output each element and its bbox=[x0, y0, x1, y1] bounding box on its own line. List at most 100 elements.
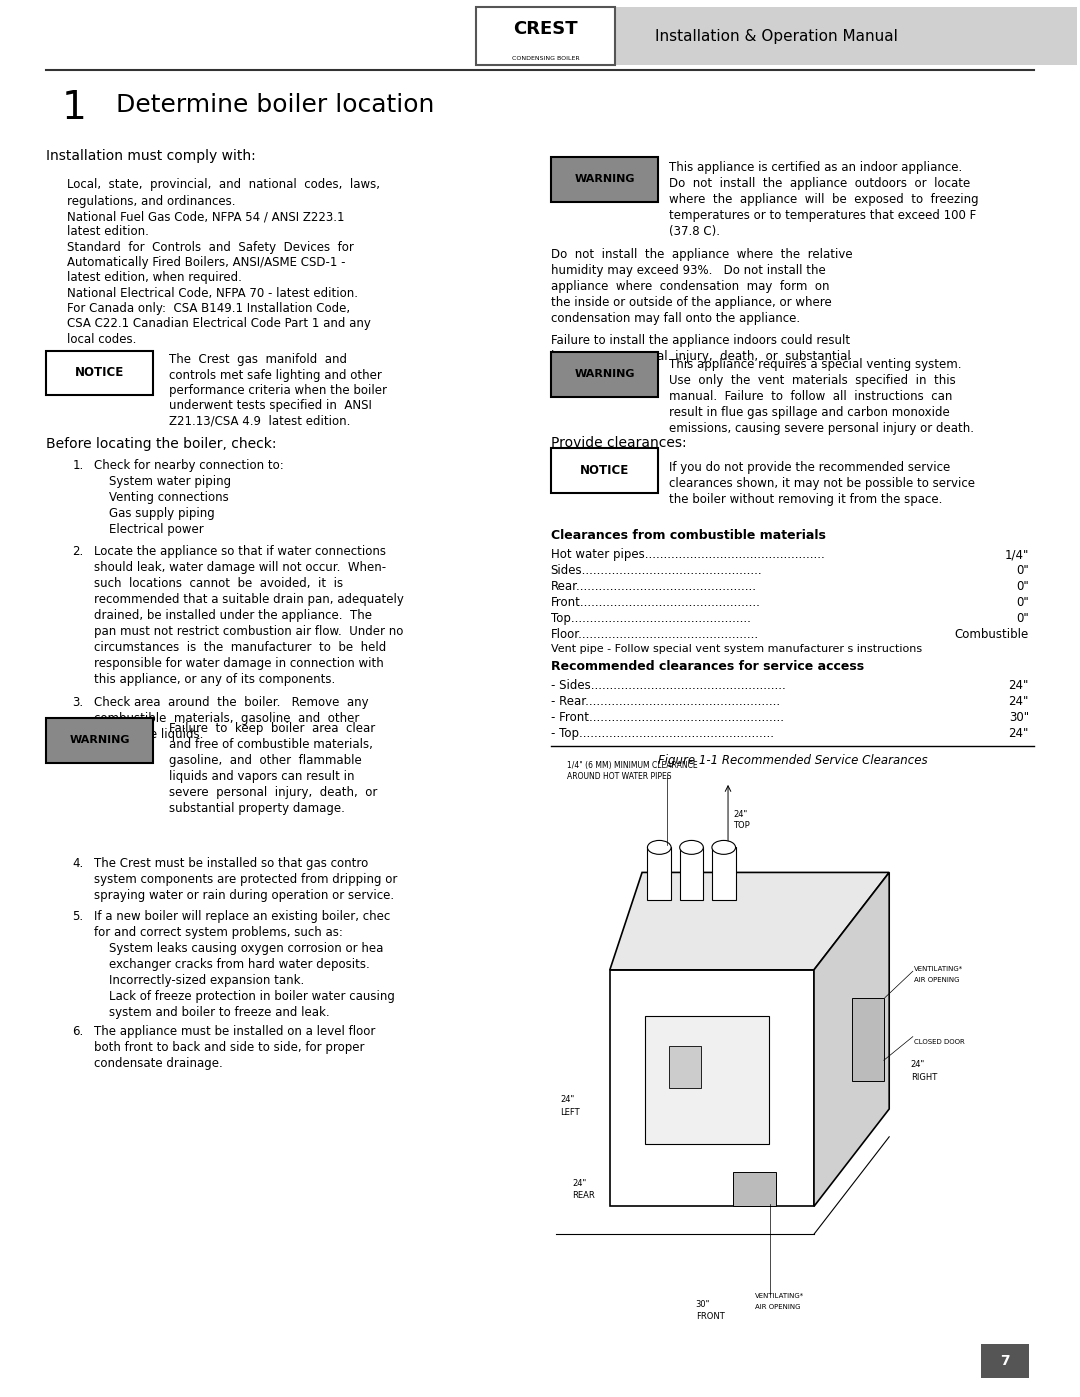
Text: the boiler without removing it from the space.: the boiler without removing it from the … bbox=[669, 493, 943, 506]
Text: temperatures or to temperatures that exceed 100 F: temperatures or to temperatures that exc… bbox=[669, 210, 976, 222]
Bar bbox=[475, 7, 616, 66]
Text: clearances shown, it may not be possible to service: clearances shown, it may not be possible… bbox=[669, 476, 975, 489]
Text: latest edition.: latest edition. bbox=[67, 225, 149, 239]
Bar bbox=[45, 718, 153, 763]
Text: CSA C22.1 Canadian Electrical Code Part 1 and any: CSA C22.1 Canadian Electrical Code Part … bbox=[67, 317, 372, 330]
Text: NOTICE: NOTICE bbox=[580, 464, 629, 476]
Text: Venting connections: Venting connections bbox=[94, 492, 229, 504]
Text: Use  only  the  vent  materials  specified  in  this: Use only the vent materials specified in… bbox=[669, 373, 956, 387]
Ellipse shape bbox=[712, 841, 735, 855]
Text: should leak, water damage will not occur.  When-: should leak, water damage will not occur… bbox=[94, 562, 387, 574]
Polygon shape bbox=[610, 873, 889, 970]
Text: performance criteria when the boiler: performance criteria when the boiler bbox=[170, 384, 388, 397]
Text: If you do not provide the recommended service: If you do not provide the recommended se… bbox=[669, 461, 950, 474]
Text: for and correct system problems, such as:: for and correct system problems, such as… bbox=[94, 926, 343, 939]
Text: 1.: 1. bbox=[72, 460, 84, 472]
Text: recommended that a suitable drain pan, adequately: recommended that a suitable drain pan, a… bbox=[94, 594, 404, 606]
Ellipse shape bbox=[679, 841, 703, 855]
Bar bbox=[45, 351, 153, 395]
Polygon shape bbox=[610, 970, 814, 1207]
Text: The appliance must be installed on a level floor: The appliance must be installed on a lev… bbox=[94, 1025, 376, 1038]
Text: Before locating the boiler, check:: Before locating the boiler, check: bbox=[45, 437, 276, 451]
Text: 24": 24" bbox=[733, 810, 747, 819]
Polygon shape bbox=[814, 873, 889, 1207]
Text: and free of combustible materials,: and free of combustible materials, bbox=[170, 738, 374, 752]
Text: The  Crest  gas  manifold  and: The Crest gas manifold and bbox=[170, 353, 348, 366]
Text: flammable liquids.: flammable liquids. bbox=[94, 728, 203, 740]
Text: result in flue gas spillage and carbon monoxide: result in flue gas spillage and carbon m… bbox=[669, 405, 949, 419]
Text: 4.: 4. bbox=[72, 858, 84, 870]
Text: AROUND HOT WATER PIPES: AROUND HOT WATER PIPES bbox=[567, 773, 672, 781]
Text: National Electrical Code, NFPA 70 - latest edition.: National Electrical Code, NFPA 70 - late… bbox=[67, 286, 359, 299]
Text: For Canada only:  CSA B149.1 Installation Code,: For Canada only: CSA B149.1 Installation… bbox=[67, 302, 350, 314]
Bar bbox=[669, 1046, 701, 1088]
Text: 3.: 3. bbox=[72, 696, 84, 708]
Bar bbox=[981, 1344, 1029, 1377]
Text: REAR: REAR bbox=[572, 1192, 595, 1200]
Text: Electrical power: Electrical power bbox=[94, 524, 204, 536]
Text: Z21.13/CSA 4.9  latest edition.: Z21.13/CSA 4.9 latest edition. bbox=[170, 415, 351, 427]
Text: 24": 24" bbox=[1009, 726, 1029, 740]
Text: Do  not  install  the  appliance  where  the  relative: Do not install the appliance where the r… bbox=[551, 247, 852, 261]
Text: emissions, causing severe personal injury or death.: emissions, causing severe personal injur… bbox=[669, 422, 974, 434]
Bar bbox=[645, 1016, 769, 1144]
Text: 0": 0" bbox=[1016, 580, 1029, 594]
Text: condensation may fall onto the appliance.: condensation may fall onto the appliance… bbox=[551, 312, 800, 324]
Text: 0": 0" bbox=[1016, 612, 1029, 626]
Text: drained, be installed under the appliance.  The: drained, be installed under the applianc… bbox=[94, 609, 373, 623]
Text: If a new boiler will replace an existing boiler, chec: If a new boiler will replace an existing… bbox=[94, 909, 390, 923]
Text: VENTILATING*: VENTILATING* bbox=[755, 1292, 804, 1299]
Text: TOP: TOP bbox=[733, 821, 751, 830]
Text: Combustible: Combustible bbox=[955, 629, 1029, 641]
Text: Installation must comply with:: Installation must comply with: bbox=[45, 149, 256, 163]
Text: Figure 1-1 Recommended Service Clearances: Figure 1-1 Recommended Service Clearance… bbox=[658, 754, 928, 767]
Text: system components are protected from dripping or: system components are protected from dri… bbox=[94, 873, 397, 886]
Text: spraying water or rain during operation or service.: spraying water or rain during operation … bbox=[94, 888, 394, 902]
Text: WARNING: WARNING bbox=[575, 369, 635, 380]
Text: Check for nearby connection to:: Check for nearby connection to: bbox=[94, 460, 284, 472]
Text: 1/4": 1/4" bbox=[1004, 548, 1029, 562]
Text: condensate drainage.: condensate drainage. bbox=[94, 1058, 222, 1070]
Text: system and boiler to freeze and leak.: system and boiler to freeze and leak. bbox=[94, 1006, 329, 1018]
Text: severe  personal  injury,  death,  or: severe personal injury, death, or bbox=[170, 787, 378, 799]
Text: Lack of freeze protection in boiler water causing: Lack of freeze protection in boiler wate… bbox=[94, 990, 395, 1003]
Text: Failure to install the appliance indoors could result: Failure to install the appliance indoors… bbox=[551, 334, 850, 346]
Text: where  the  appliance  will  be  exposed  to  freezing: where the appliance will be exposed to f… bbox=[669, 193, 978, 207]
Text: Automatically Fired Boilers, ANSI/ASME CSD-1 -: Automatically Fired Boilers, ANSI/ASME C… bbox=[67, 256, 346, 270]
Text: such  locations  cannot  be  avoided,  it  is: such locations cannot be avoided, it is bbox=[94, 577, 343, 591]
Text: regulations, and ordinances.: regulations, and ordinances. bbox=[67, 194, 235, 208]
Text: Gas supply piping: Gas supply piping bbox=[94, 507, 215, 520]
Bar bbox=[679, 848, 703, 900]
Bar bbox=[733, 1172, 777, 1207]
Text: Provide clearances:: Provide clearances: bbox=[551, 436, 687, 450]
Text: (37.8 C).: (37.8 C). bbox=[669, 225, 720, 239]
Bar bbox=[647, 848, 671, 900]
Text: - Sides....................................................: - Sides.................................… bbox=[551, 679, 785, 692]
Text: 30": 30" bbox=[696, 1299, 711, 1309]
Text: Top................................................: Top.....................................… bbox=[551, 612, 751, 626]
Bar bbox=[475, 7, 1077, 66]
Text: Sides................................................: Sides...................................… bbox=[551, 564, 762, 577]
Text: WARNING: WARNING bbox=[575, 175, 635, 184]
Text: 1/4" (6 MM) MINIMUM CLEARANCE: 1/4" (6 MM) MINIMUM CLEARANCE bbox=[567, 761, 698, 770]
Text: latest edition, when required.: latest edition, when required. bbox=[67, 271, 242, 285]
Text: Local,  state,  provincial,  and  national  codes,  laws,: Local, state, provincial, and national c… bbox=[67, 177, 380, 191]
Text: AIR OPENING: AIR OPENING bbox=[755, 1303, 800, 1310]
Text: substantial property damage.: substantial property damage. bbox=[170, 802, 346, 816]
Text: National Fuel Gas Code, NFPA 54 / ANSI Z223.1: National Fuel Gas Code, NFPA 54 / ANSI Z… bbox=[67, 210, 345, 224]
Bar bbox=[551, 158, 658, 201]
Bar bbox=[852, 997, 883, 1081]
Text: combustible  materials,  gasoline  and  other: combustible materials, gasoline and othe… bbox=[94, 711, 360, 725]
Text: circumstances  is  the  manufacturer  to  be  held: circumstances is the manufacturer to be … bbox=[94, 641, 387, 654]
Text: System leaks causing oxygen corrosion or hea: System leaks causing oxygen corrosion or… bbox=[94, 942, 383, 956]
Text: 2.: 2. bbox=[72, 545, 84, 559]
Text: 24": 24" bbox=[1009, 696, 1029, 708]
Text: This appliance requires a special venting system.: This appliance requires a special ventin… bbox=[669, 358, 961, 370]
Text: humidity may exceed 93%.   Do not install the: humidity may exceed 93%. Do not install … bbox=[551, 264, 825, 277]
Text: WARNING: WARNING bbox=[69, 735, 130, 745]
Text: gasoline,  and  other  flammable: gasoline, and other flammable bbox=[170, 754, 362, 767]
Text: Installation & Operation Manual: Installation & Operation Manual bbox=[654, 29, 897, 43]
Text: pan must not restrict combustion air flow.  Under no: pan must not restrict combustion air flo… bbox=[94, 626, 404, 638]
Text: 24": 24" bbox=[572, 1179, 586, 1187]
Text: AIR OPENING: AIR OPENING bbox=[914, 977, 959, 982]
